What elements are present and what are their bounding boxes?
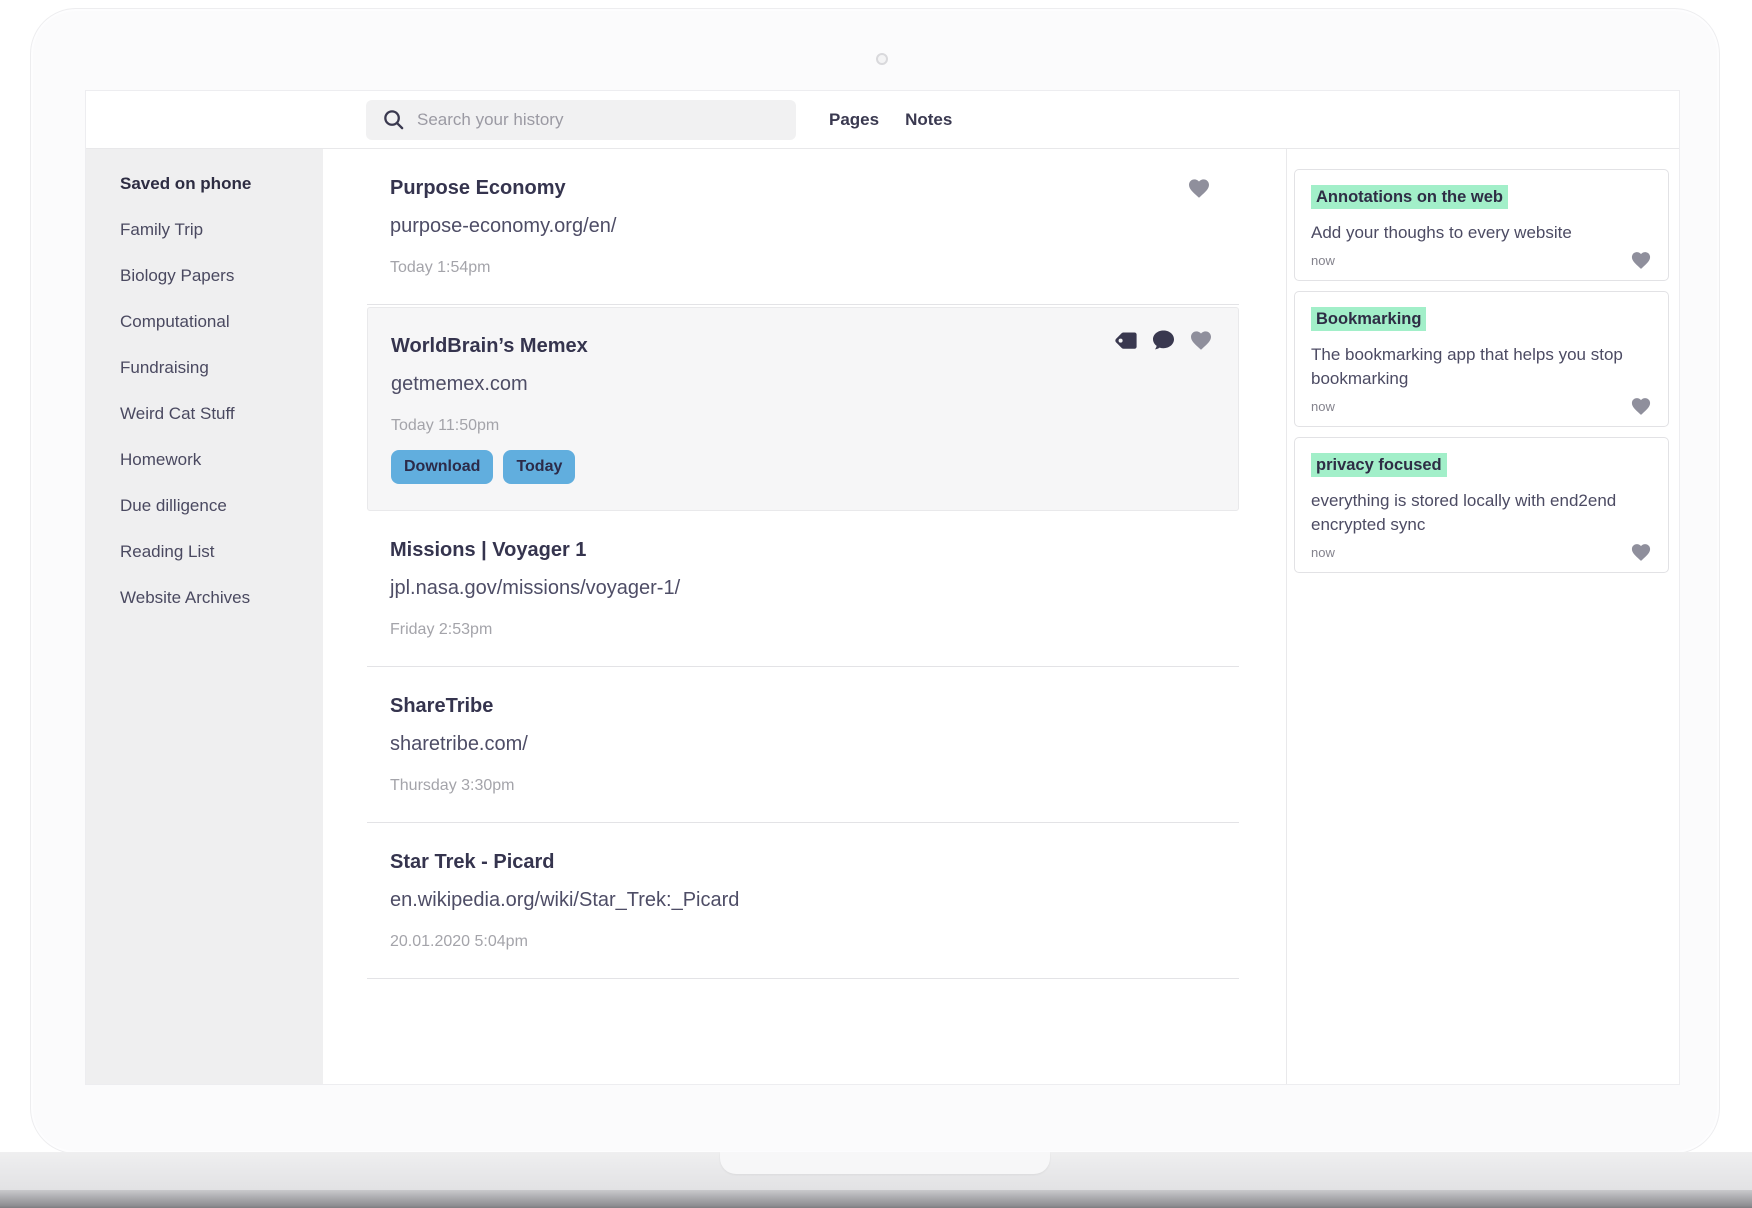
content-area: Saved on phone Family Trip Biology Paper… <box>86 149 1679 1084</box>
annotation-time: now <box>1311 398 1335 414</box>
entry-url[interactable]: sharetribe.com/ <box>390 733 528 755</box>
sidebar-item-weird-cat-stuff[interactable]: Weird Cat Stuff <box>120 404 235 423</box>
heart-icon[interactable] <box>1630 396 1652 416</box>
heart-icon[interactable] <box>1630 542 1652 562</box>
view-tabs: Pages Notes <box>829 110 952 130</box>
annotation-body: Add your thoughs to every website <box>1311 223 1572 242</box>
entry-title[interactable]: Star Trek - Picard <box>390 851 555 873</box>
tag-pill-download[interactable]: Download <box>391 450 494 484</box>
heart-icon[interactable] <box>1189 329 1213 351</box>
collections-sidebar: Saved on phone Family Trip Biology Paper… <box>86 149 323 1084</box>
sidebar-item-reading-list[interactable]: Reading List <box>120 542 215 561</box>
entry-url[interactable]: getmemex.com <box>391 373 528 395</box>
search-input[interactable] <box>405 109 796 130</box>
history-entry-worldbrains-memex[interactable]: WorldBrain’s Memex getmemex.com Today 11… <box>367 307 1239 511</box>
tab-pages[interactable]: Pages <box>829 109 880 129</box>
annotation-card-bookmarking[interactable]: Bookmarking The bookmarking app that hel… <box>1294 291 1669 427</box>
entry-title[interactable]: Missions | Voyager 1 <box>390 539 587 561</box>
annotation-time: now <box>1311 544 1335 560</box>
history-entry-sharetribe[interactable]: ShareTribe sharetribe.com/ Thursday 3:30… <box>367 667 1239 823</box>
entry-time: Today 11:50pm <box>391 417 500 434</box>
annotation-body: everything is stored locally with end2en… <box>1311 491 1617 534</box>
entry-url[interactable]: en.wikipedia.org/wiki/Star_Trek:_Picard <box>390 889 740 911</box>
sidebar-item-homework[interactable]: Homework <box>120 450 202 469</box>
tag-icon[interactable] <box>1112 328 1138 352</box>
sidebar-item-fundraising[interactable]: Fundraising <box>120 358 209 377</box>
tag-row: Download Today <box>391 450 1238 484</box>
search-box[interactable] <box>366 99 796 140</box>
sidebar-item-family-trip[interactable]: Family Trip <box>120 220 204 239</box>
entry-title[interactable]: ShareTribe <box>390 695 494 717</box>
entry-time: 20.01.2020 5:04pm <box>390 933 528 950</box>
tag-pill-today[interactable]: Today <box>503 450 576 484</box>
entry-time: Today 1:54pm <box>390 259 491 276</box>
annotation-time: now <box>1311 252 1335 268</box>
tab-notes[interactable]: Notes <box>905 109 953 129</box>
entry-action-icons <box>1112 328 1213 352</box>
memex-app-window: Pages Notes Saved on phone Family Trip B… <box>85 90 1680 1085</box>
annotations-sidebar: Annotations on the web Add your thoughs … <box>1287 149 1679 1084</box>
laptop-camera-dot <box>876 53 888 65</box>
annotation-highlight: privacy focused <box>1311 453 1447 477</box>
entry-time: Thursday 3:30pm <box>390 777 515 794</box>
history-entry-star-trek-picard[interactable]: Star Trek - Picard en.wikipedia.org/wiki… <box>367 823 1239 979</box>
history-entry-purpose-economy[interactable]: Purpose Economy purpose-economy.org/en/ … <box>367 149 1239 305</box>
comment-icon[interactable] <box>1151 328 1176 352</box>
entry-title[interactable]: Purpose Economy <box>390 177 566 199</box>
annotation-card-annotations[interactable]: Annotations on the web Add your thoughs … <box>1294 169 1669 281</box>
history-list: Purpose Economy purpose-economy.org/en/ … <box>323 149 1287 1084</box>
heart-icon[interactable] <box>1630 250 1652 270</box>
search-icon <box>384 110 404 130</box>
sidebar-item-website-archives[interactable]: Website Archives <box>120 588 251 607</box>
entry-time: Friday 2:53pm <box>390 621 493 638</box>
history-entry-voyager[interactable]: Missions | Voyager 1 jpl.nasa.gov/missio… <box>367 511 1239 667</box>
entry-title[interactable]: WorldBrain’s Memex <box>391 335 588 357</box>
annotation-highlight: Bookmarking <box>1311 307 1427 331</box>
annotation-highlight: Annotations on the web <box>1311 185 1508 209</box>
sidebar-item-computational[interactable]: Computational <box>120 312 230 331</box>
laptop-base-edge <box>0 1190 1752 1208</box>
entry-url[interactable]: purpose-economy.org/en/ <box>390 215 617 237</box>
sidebar-item-saved-on-phone[interactable]: Saved on phone <box>120 174 252 193</box>
top-bar: Pages Notes <box>86 91 1679 149</box>
annotation-body: The bookmarking app that helps you stop … <box>1311 345 1623 388</box>
sidebar-item-biology-papers[interactable]: Biology Papers <box>120 266 235 285</box>
annotation-card-privacy[interactable]: privacy focused everything is stored loc… <box>1294 437 1669 573</box>
favorite-heart-icon[interactable] <box>1187 177 1211 199</box>
sidebar-item-due-dilligence[interactable]: Due dilligence <box>120 496 227 515</box>
entry-url[interactable]: jpl.nasa.gov/missions/voyager-1/ <box>390 577 681 599</box>
laptop-base-notch <box>720 1152 1050 1174</box>
